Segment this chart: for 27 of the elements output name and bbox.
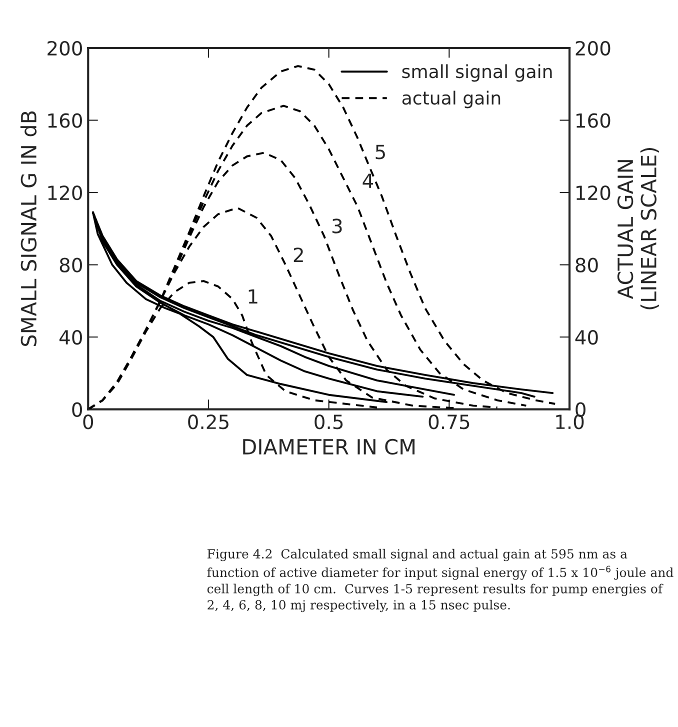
- y2-tick-label: 80: [576, 258, 598, 272]
- x-axis-title: DIAMETER IN CM: [243, 438, 415, 455]
- y-tick-label: 120: [48, 185, 82, 200]
- x-tick-label: 0.75: [428, 414, 470, 430]
- annotation: 5: [376, 144, 385, 160]
- x-tick-label: 1.0: [556, 414, 584, 430]
- legend-label: small signal gain: [402, 64, 552, 82]
- legend-label: actual gain: [402, 90, 500, 108]
- caption: Figure 4.2 Calculated small signal and actual gain at 595 nm as a function of active diameter for input signal energy of 1.5 x 10$^{−6}$ joule and cell length of 10 cm. Curves 1-5 represent results for pump energies of 2, 4, 6, 8, 10 mj respectively, in a 15 nsec pulse.: [207, 548, 674, 612]
- annotation: 1: [248, 289, 258, 304]
- y-axis-title: SMALL SIGNAL G IN dB: [20, 111, 37, 346]
- x-tick-label: 0.5: [314, 414, 343, 430]
- y2-tick-label: 40: [575, 330, 598, 345]
- y2-tick-label: 200: [576, 40, 610, 56]
- y2-tick-label: 120: [576, 185, 610, 200]
- y2-axis-title: ACTUAL GAIN (LINEAR SCALE): [617, 148, 659, 310]
- y-tick-label: 40: [59, 330, 82, 345]
- y2-tick-label: 160: [576, 113, 610, 128]
- x-tick-label: 0: [83, 414, 94, 430]
- annotation: 3: [332, 218, 342, 234]
- annotation: 4: [362, 174, 374, 188]
- y-tick-label: 0: [72, 402, 82, 417]
- y-tick-label: 160: [48, 113, 82, 128]
- y-tick-label: 200: [48, 40, 82, 56]
- y-tick-label: 80: [60, 258, 82, 272]
- annotation: 2: [294, 248, 303, 262]
- x-tick-label: 0.25: [188, 414, 228, 430]
